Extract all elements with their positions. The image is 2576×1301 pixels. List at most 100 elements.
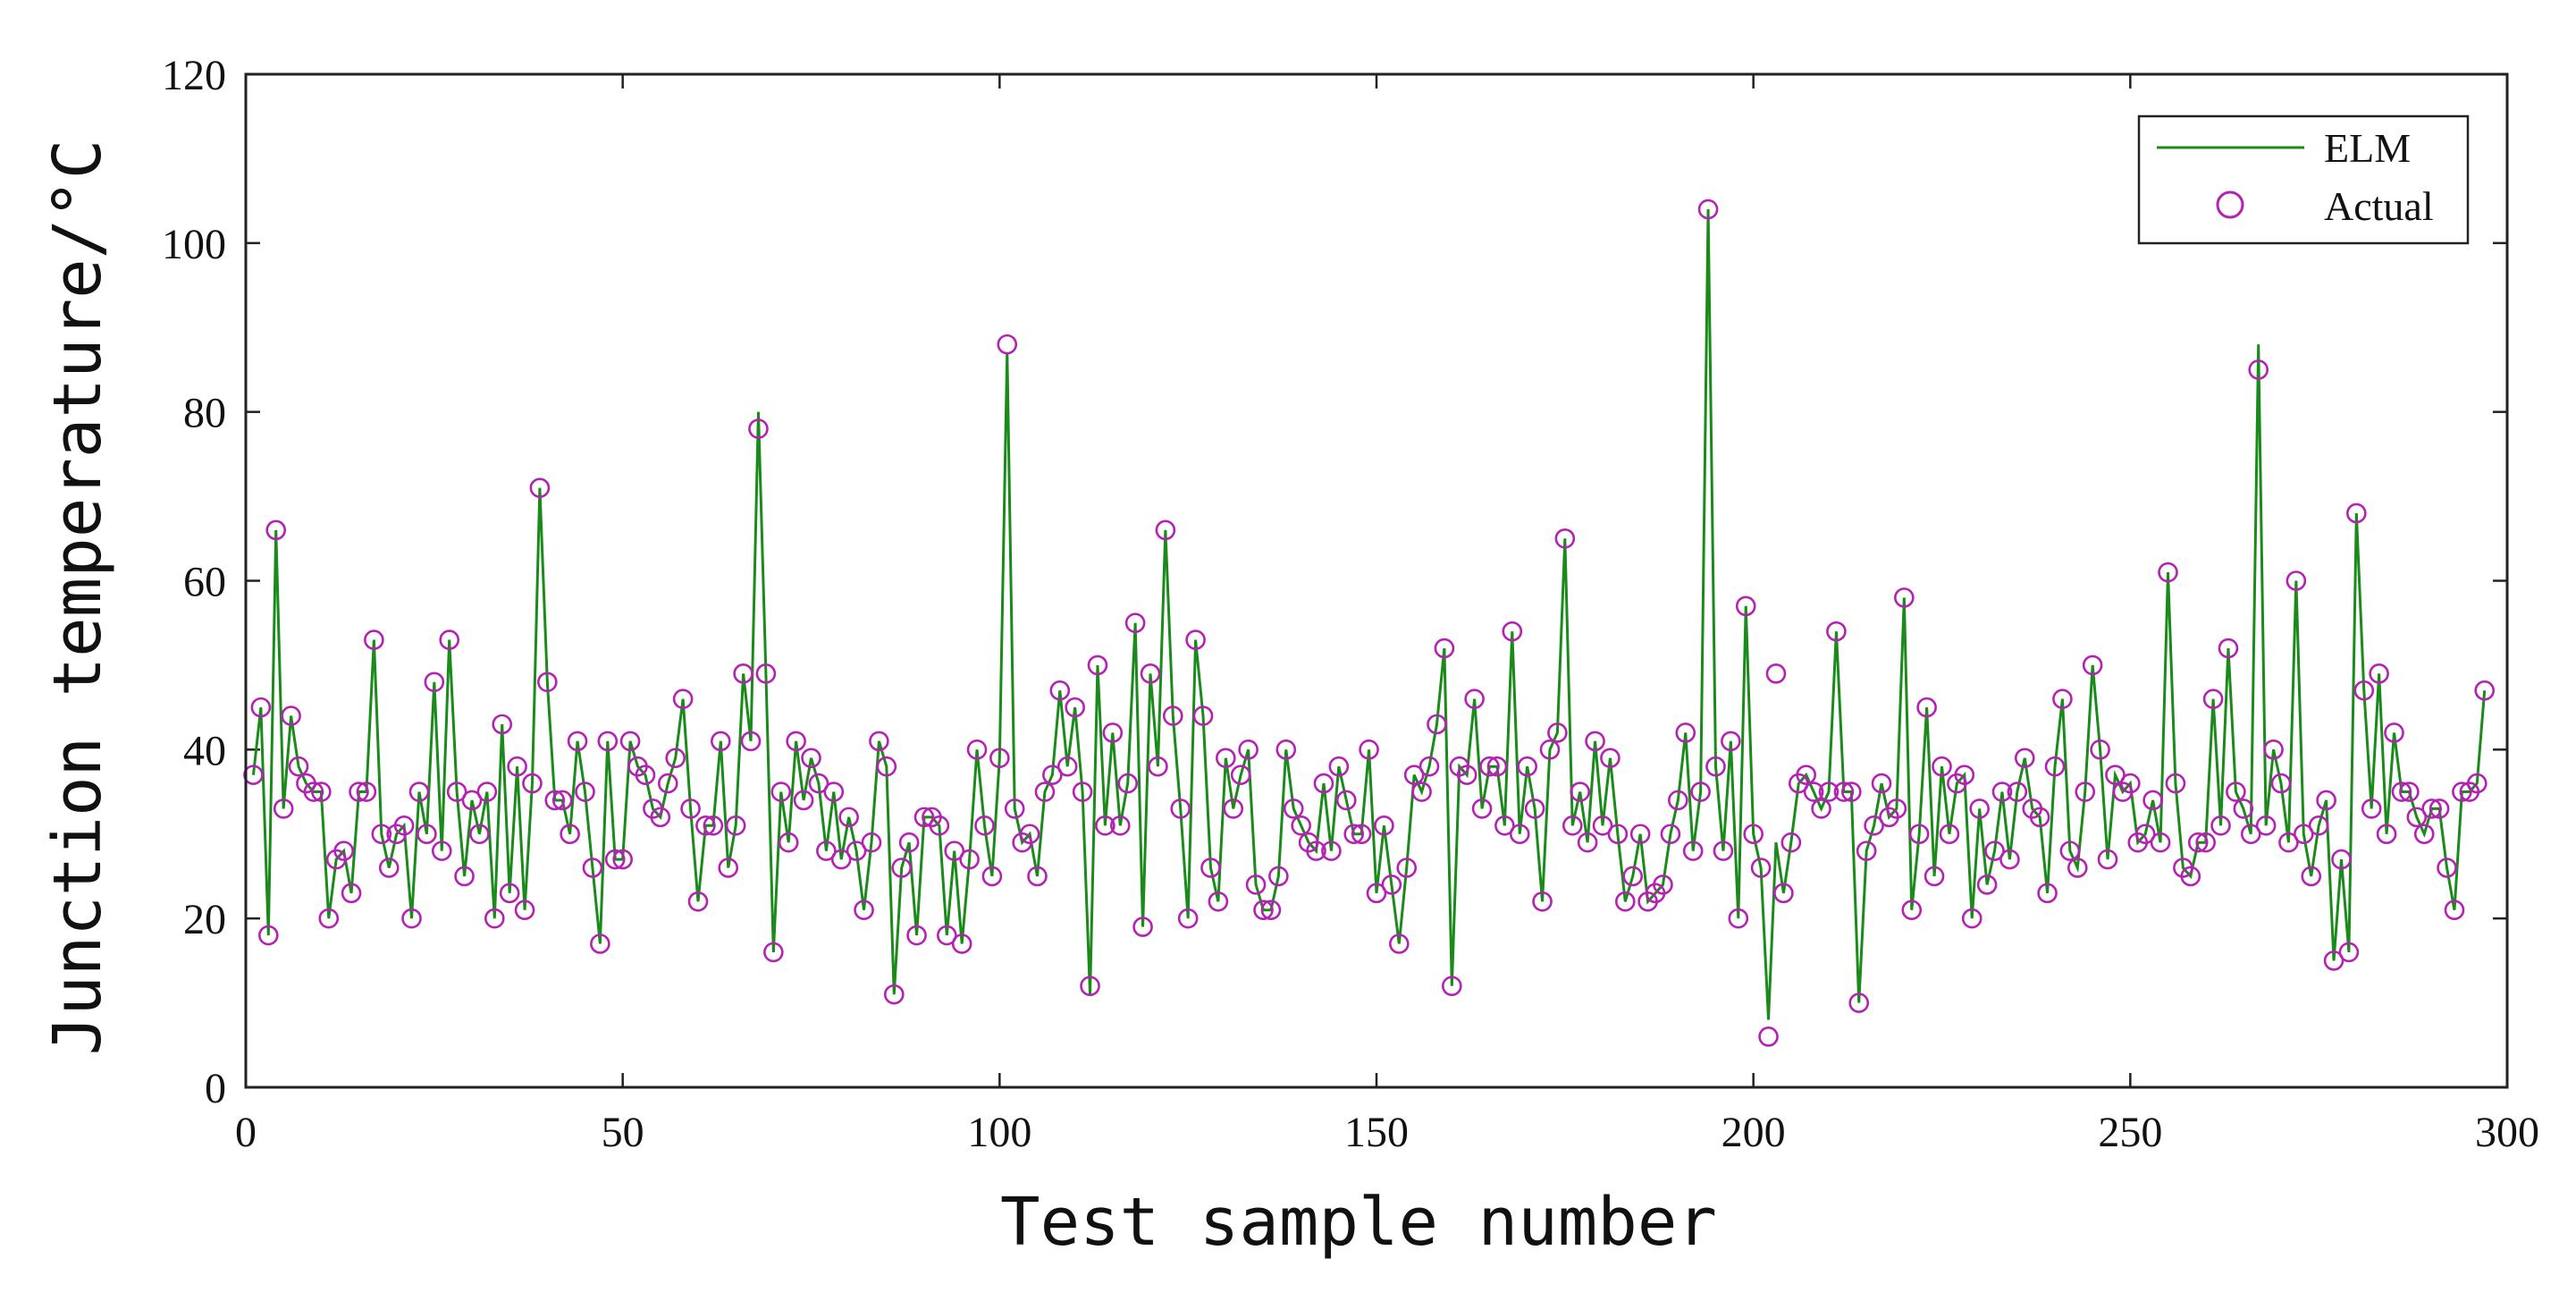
actual-marker <box>311 781 332 802</box>
actual-marker <box>913 807 935 828</box>
actual-marker <box>1502 621 1523 642</box>
actual-marker <box>869 731 889 752</box>
actual-marker <box>1600 748 1621 769</box>
actual-marker <box>281 705 301 726</box>
actual-marker <box>2338 942 2360 963</box>
actual-marker <box>544 790 566 811</box>
actual-marker <box>2255 815 2277 836</box>
actual-marker <box>2202 689 2224 709</box>
actual-marker <box>2007 781 2028 802</box>
x-tick-label: 300 <box>2475 1109 2539 1156</box>
actual-marker <box>997 334 1018 355</box>
actual-marker <box>2097 849 2118 870</box>
actual-marker <box>371 824 392 845</box>
actual-marker <box>1095 815 1115 836</box>
actual-marker <box>1999 849 2020 870</box>
actual-marker <box>1238 739 1259 760</box>
actual-marker <box>1494 815 1515 836</box>
series-elm-line <box>251 209 2487 1020</box>
actual-marker <box>417 824 437 845</box>
legend-elm-label: ELM <box>2324 125 2411 171</box>
actual-marker <box>2421 798 2442 819</box>
actual-marker <box>1826 621 1847 642</box>
actual-marker <box>959 849 980 870</box>
actual-marker <box>1901 900 1923 921</box>
actual-marker <box>612 849 633 870</box>
actual-marker <box>2444 900 2465 921</box>
actual-marker <box>1434 638 1455 659</box>
actual-marker <box>1109 815 1131 836</box>
x-tick-label: 50 <box>602 1109 644 1156</box>
actual-marker <box>2158 562 2178 583</box>
actual-marker <box>1796 765 1816 785</box>
actual-marker <box>1833 781 1855 802</box>
actual-marker <box>770 781 792 802</box>
actual-marker <box>1177 908 1199 929</box>
actual-marker <box>1170 798 1191 819</box>
tick-labels: 0 50 100 150 200 250 300 0 20 40 60 80 100 120 <box>162 52 2539 1156</box>
actual-marker <box>529 477 551 498</box>
actual-marker <box>2090 739 2110 760</box>
actual-marker <box>1140 663 1161 684</box>
actual-marker <box>567 731 588 752</box>
actual-marker <box>1056 756 1078 777</box>
actual-marker <box>1042 765 1063 785</box>
actual-marker <box>725 815 746 836</box>
actual-marker <box>1456 765 1477 785</box>
actual-marker <box>522 773 543 794</box>
actual-marker <box>1856 841 1877 861</box>
actual-marker <box>1750 857 1772 878</box>
actual-marker <box>1283 798 1304 819</box>
actual-marker <box>793 790 814 811</box>
actual-marker <box>257 925 279 946</box>
actual-marker <box>1607 824 1629 845</box>
actual-marker <box>349 781 369 802</box>
actual-marker <box>1245 874 1267 895</box>
actual-marker <box>1765 663 1787 684</box>
actual-marker <box>1411 781 1432 802</box>
actual-marker <box>2353 680 2375 701</box>
actual-marker <box>1335 790 1357 811</box>
actual-marker <box>2014 748 2035 769</box>
actual-marker <box>1743 824 1764 845</box>
actual-marker <box>733 663 753 684</box>
actual-marker <box>2248 359 2269 380</box>
actual-marker <box>1908 824 1930 845</box>
actual-marker <box>1275 739 1297 760</box>
actual-marker <box>1592 815 1613 836</box>
actual-marker <box>551 790 573 811</box>
actual-marker <box>2075 781 2096 802</box>
actual-marker <box>454 866 475 887</box>
actual-marker <box>1585 731 1605 752</box>
series-layer <box>243 199 2495 1047</box>
actual-marker <box>1291 815 1311 836</box>
actual-marker <box>2474 680 2495 701</box>
actual-marker <box>1705 756 1726 777</box>
actual-marker <box>1954 765 1975 785</box>
actual-marker <box>1916 697 1937 718</box>
actual-marker <box>703 815 724 836</box>
legend-box <box>2137 114 2470 245</box>
actual-marker <box>2052 689 2073 709</box>
plot-area-frame <box>244 72 2509 1089</box>
actual-marker <box>1570 781 1590 802</box>
actual-marker <box>1780 832 1802 853</box>
actual-marker <box>1200 857 1221 878</box>
actual-marker <box>1102 722 1124 743</box>
actual-marker <box>1343 824 1364 845</box>
actual-marker <box>1418 756 1440 777</box>
x-tick-label: 0 <box>235 1109 257 1156</box>
actual-marker <box>1351 824 1372 845</box>
x-tick-label: 250 <box>2098 1109 2162 1156</box>
actual-marker <box>1622 866 1644 887</box>
actual-marker <box>2226 781 2246 802</box>
actual-marker <box>265 520 287 541</box>
actual-marker <box>250 697 272 718</box>
actual-marker <box>393 815 415 836</box>
actual-marker <box>1864 815 1884 836</box>
actual-marker <box>695 815 716 836</box>
actual-marker <box>1192 705 1214 726</box>
actual-marker <box>1728 908 1749 929</box>
actual-marker <box>1148 756 1168 777</box>
actual-marker <box>2437 857 2457 878</box>
